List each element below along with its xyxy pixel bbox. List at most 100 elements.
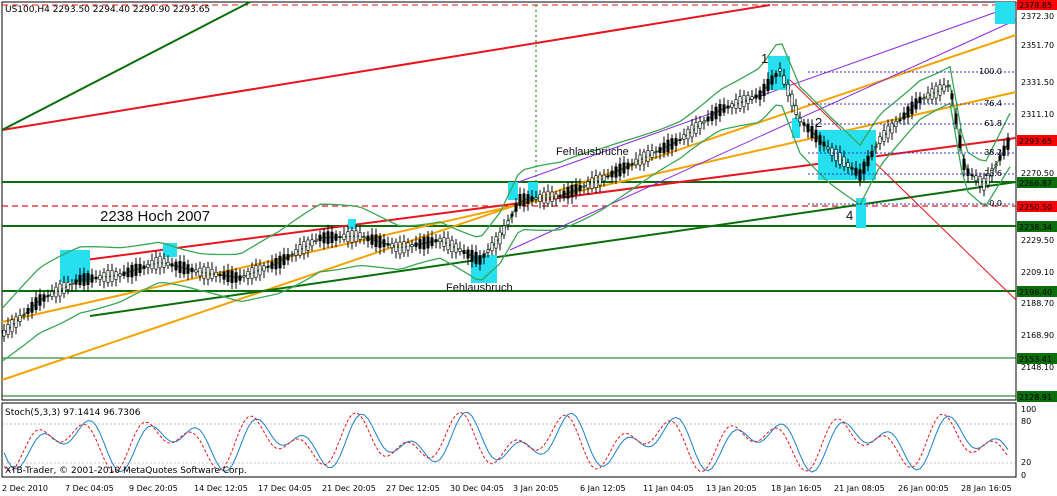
- candle-body: [198, 267, 202, 277]
- symbol-info: US100,H4 2293.50 2294.40 2290.90 2293.65: [5, 5, 210, 15]
- bollinger-mid: [1, 74, 1011, 336]
- time-tick: 28 Jan 16:05: [961, 484, 1012, 493]
- candle-body: [562, 190, 566, 199]
- candle-body: [166, 262, 170, 266]
- candle-body: [346, 231, 350, 242]
- price-tick: 2372.30: [1021, 12, 1054, 21]
- candle-body: [446, 237, 450, 251]
- candle-body: [526, 194, 530, 205]
- candle-body: [654, 151, 658, 153]
- candle-body: [886, 125, 890, 139]
- candle-body: [770, 75, 774, 85]
- wave-label-4: 4: [846, 208, 853, 223]
- candle-body: [826, 146, 830, 150]
- candle-body: [622, 162, 626, 174]
- candle-body: [102, 272, 106, 282]
- time-tick: 11 Jan 04:05: [643, 484, 694, 493]
- candle-body: [638, 154, 642, 166]
- price-tick: 2331.50: [1021, 78, 1054, 87]
- fib-label-764: 76.4: [984, 99, 1002, 108]
- candle-body: [98, 275, 102, 280]
- stoch-main: [3, 411, 1009, 473]
- price-tag-bg: [1017, 391, 1057, 402]
- candle-body: [922, 97, 926, 100]
- candle-body: [978, 176, 982, 187]
- candle-body: [130, 264, 134, 278]
- candle-body: [74, 279, 78, 285]
- bollinger-low: [1, 102, 1011, 362]
- candle-body: [694, 122, 698, 134]
- candle-body: [950, 93, 954, 100]
- price-tick: 2168.90: [1021, 331, 1054, 340]
- candle-body: [442, 237, 446, 247]
- candle-body: [954, 113, 958, 125]
- candle-body: [402, 241, 406, 254]
- annotation-fehlausbrueche: Fehlausbrüche: [556, 146, 629, 158]
- candle-body: [154, 257, 158, 270]
- candle-body: [602, 174, 606, 182]
- candle-body: [530, 196, 534, 202]
- candle-body: [382, 239, 386, 248]
- wave-label-1: 1: [761, 51, 768, 66]
- candle-body: [190, 267, 194, 273]
- fib-label-0: 0.0: [989, 199, 1002, 208]
- time-tick: 18 Jan 16:05: [771, 484, 822, 493]
- price-tick: 2188.70: [1021, 299, 1054, 308]
- candle-body: [34, 297, 38, 310]
- candle-body: [930, 88, 934, 100]
- candle-body: [118, 273, 122, 277]
- candle-body: [538, 194, 542, 202]
- candle-body: [326, 231, 330, 244]
- candle-body: [178, 260, 182, 274]
- candle-body: [594, 175, 598, 188]
- candle-body: [802, 122, 806, 126]
- candle-body: [186, 264, 190, 274]
- candle-body: [1002, 145, 1006, 156]
- candle-body: [226, 270, 230, 283]
- candle-body: [146, 263, 150, 268]
- candle-body: [830, 147, 834, 156]
- candle-body: [378, 236, 382, 248]
- bollinger-bands: [1, 43, 1011, 362]
- price-tag-bg: [1017, 177, 1057, 188]
- candle-body: [970, 174, 974, 177]
- price-tag-bg: [1017, 135, 1057, 146]
- candle-body: [946, 85, 950, 88]
- highlight-box: [792, 118, 800, 138]
- time-tick: 2 Dec 2010: [2, 484, 48, 493]
- highlight-box: [995, 2, 1015, 24]
- candle-body: [482, 253, 486, 258]
- candle-body: [18, 314, 22, 322]
- candle-body: [822, 141, 826, 147]
- price-tag-2250: 2250.50: [1019, 203, 1052, 212]
- stoch-tick: 0: [1021, 471, 1026, 480]
- candle-body: [370, 234, 374, 245]
- candle-body: [138, 264, 142, 273]
- candle-body: [50, 291, 54, 297]
- time-tick: 30 Dec 04:05: [450, 484, 504, 493]
- candle-body: [338, 236, 342, 238]
- candle-body: [910, 101, 914, 115]
- candle-body: [466, 249, 470, 259]
- candle-body: [522, 193, 526, 206]
- candle-body: [738, 96, 742, 109]
- candle-body: [410, 244, 414, 247]
- candle-body: [778, 68, 782, 72]
- price-tag-2378: 2378.85: [1019, 1, 1052, 10]
- time-tick: 27 Dec 12:05: [386, 484, 440, 493]
- candle-body: [270, 261, 274, 269]
- candle-body: [650, 150, 654, 158]
- candle-body: [626, 162, 630, 170]
- price-tag-bg: [1017, 286, 1057, 297]
- candle-body: [234, 272, 238, 283]
- candle-body: [438, 237, 442, 243]
- candle-body: [54, 286, 58, 298]
- candle-body: [66, 282, 70, 290]
- red-channel-upper: [1, 4, 771, 131]
- candle-body: [942, 84, 946, 92]
- price-tag-2128: 2128.91: [1019, 393, 1052, 402]
- time-tick: 21 Jan 08:05: [834, 484, 885, 493]
- fib-label-382: 38.2: [984, 148, 1002, 157]
- candle-body: [506, 220, 510, 226]
